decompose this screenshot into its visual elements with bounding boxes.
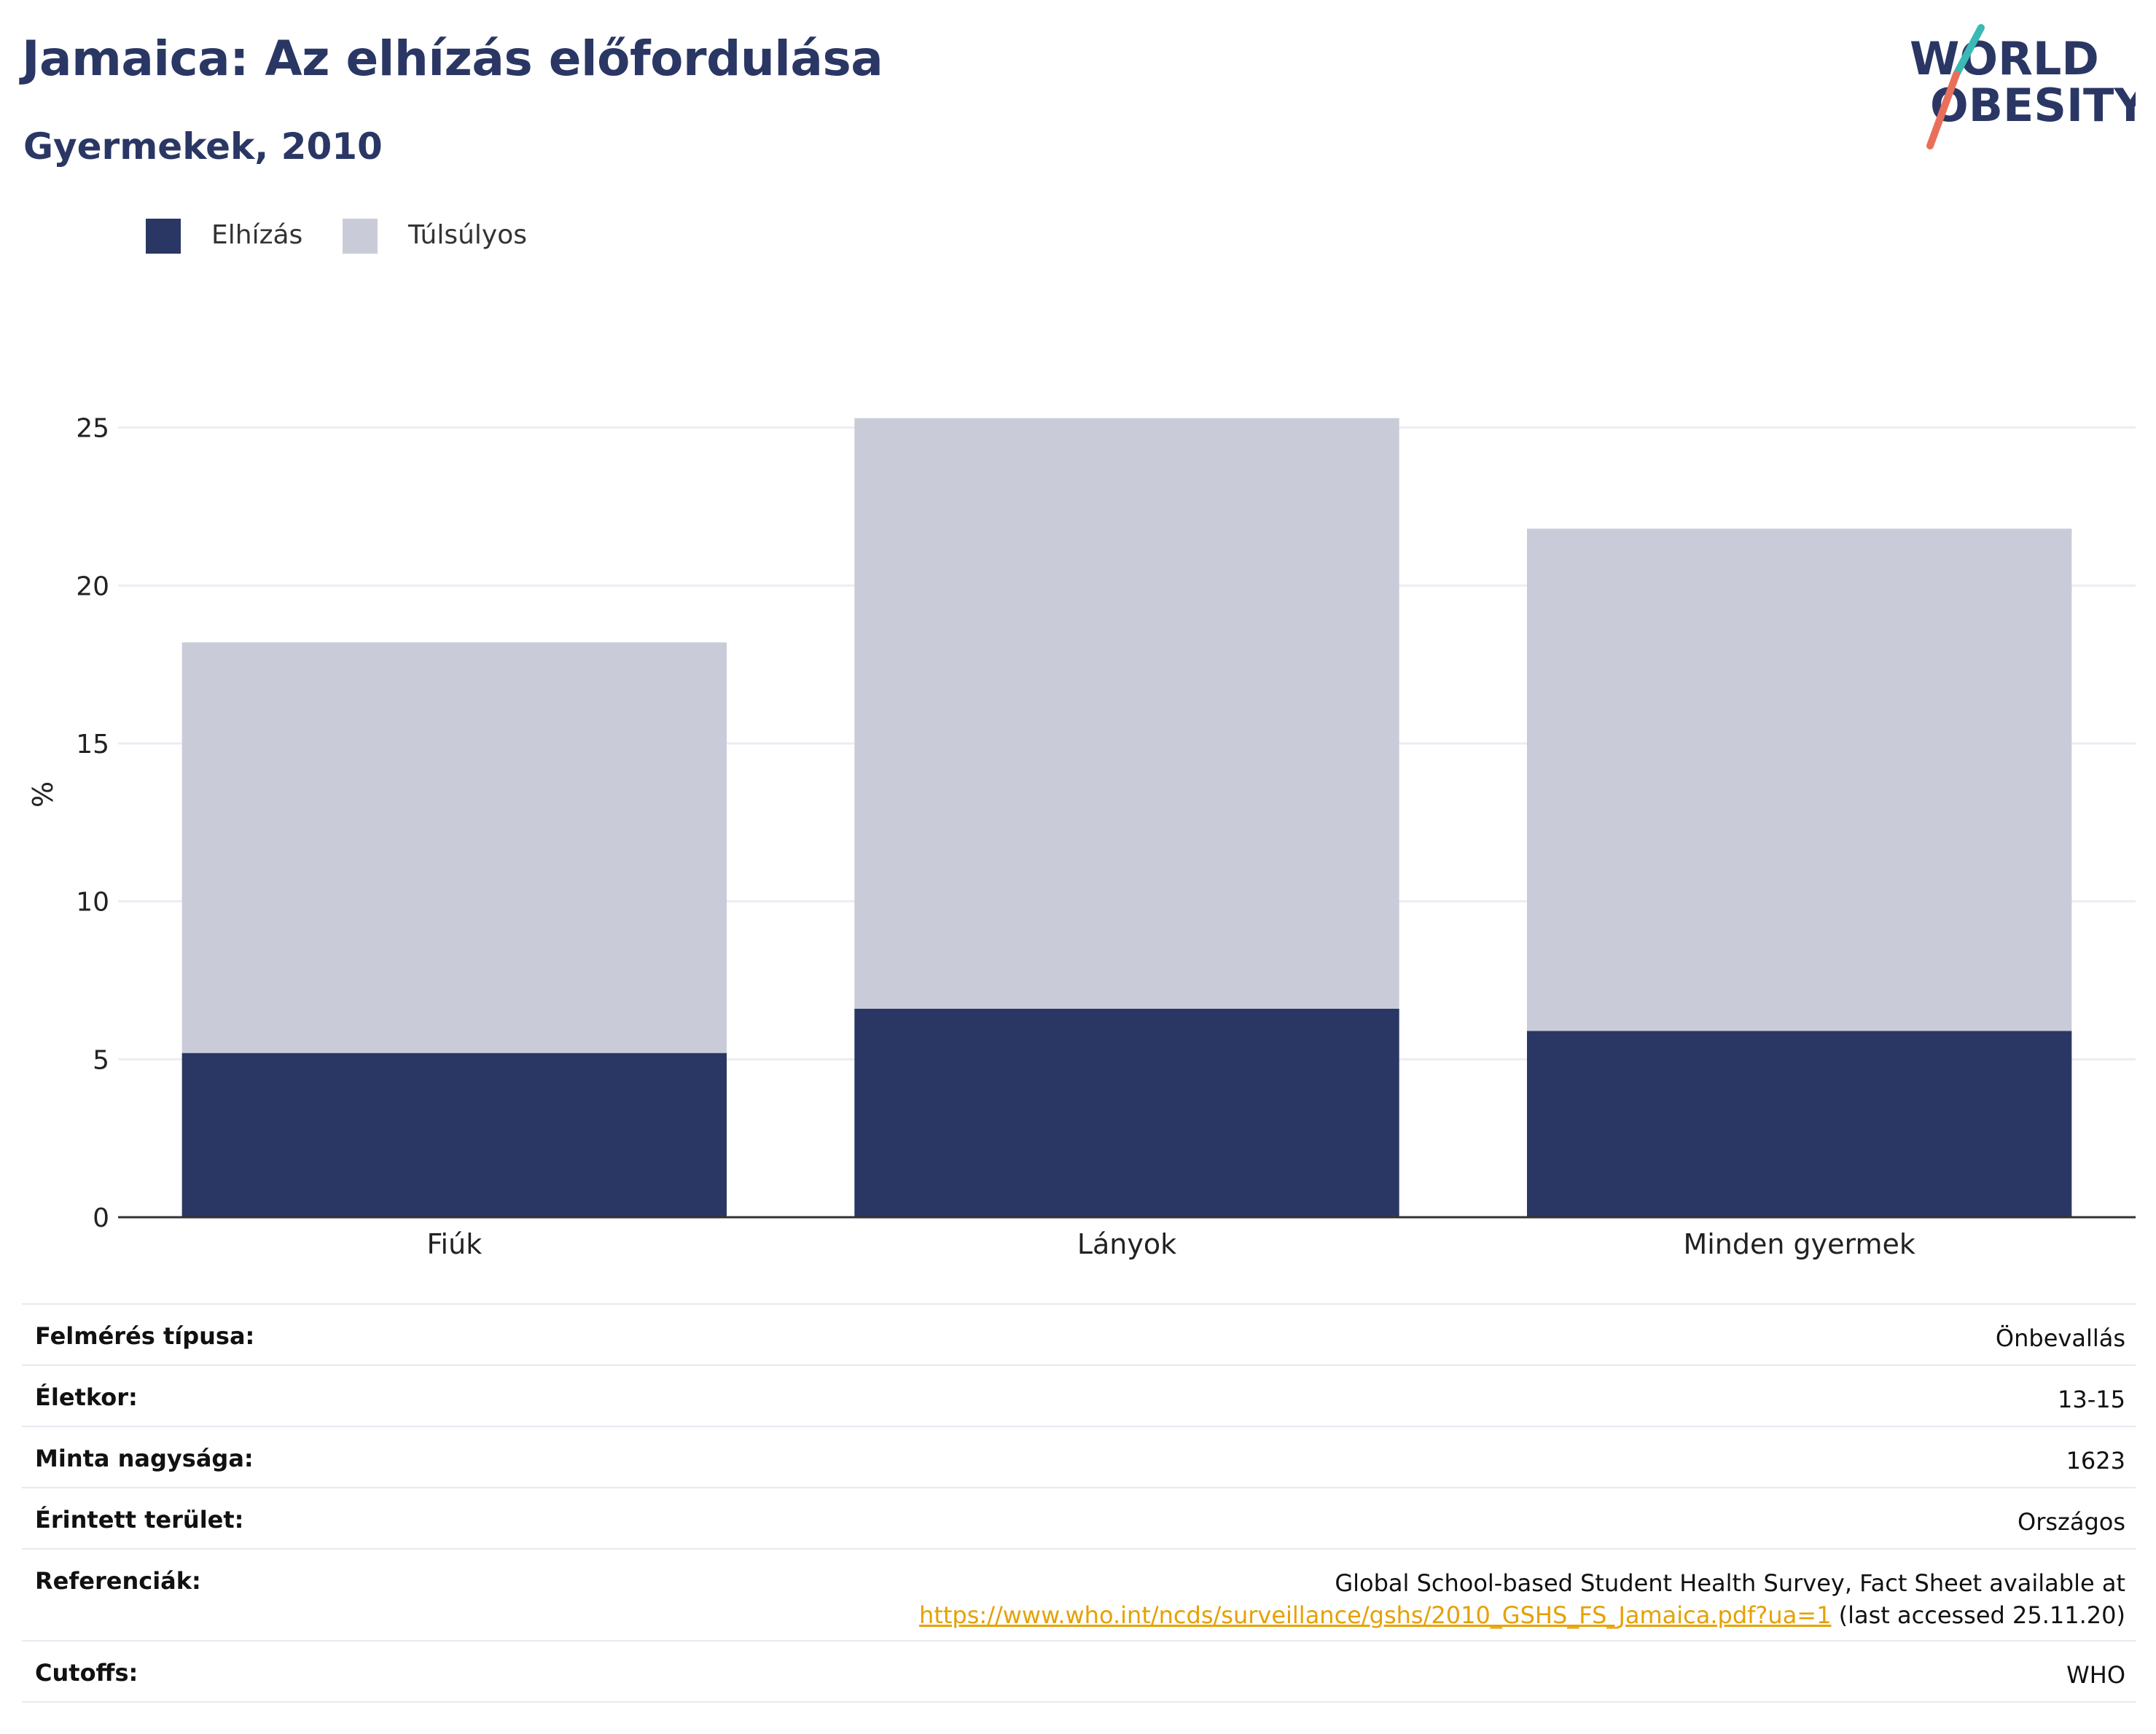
info-row-references: Referenciák: Global School-based Student… [22,1548,2136,1640]
reference-suffix: (last accessed 25.11.20) [1831,1601,2125,1629]
info-value: Országos [2018,1508,2125,1536]
reference-link[interactable]: https://www.who.int/ncds/surveillance/gs… [919,1601,1832,1629]
info-row-survey-type: Felmérés típusa: Önbevallás [22,1303,2136,1364]
info-label: Referenciák: [35,1567,201,1595]
bar-obesity[interactable] [1526,1031,2072,1217]
info-label: Minta nagysága: [35,1445,254,1472]
x-tick-label: Fiúk [426,1228,482,1260]
info-label: Életkor: [35,1383,138,1411]
legend-item-obesity[interactable]: Elhízás [146,216,321,257]
x-tick-labels: Fiúk Lányok Minden gyermek [426,1228,1915,1260]
bar-overweight[interactable] [1526,528,2072,1031]
y-tick-label: 25 [76,414,109,444]
world-obesity-logo: WORLD OBESITY [1910,24,2136,149]
logo-line1: WORLD [1910,32,2099,85]
info-label: Cutoffs: [35,1659,138,1687]
info-value: 1623 [2066,1447,2125,1475]
bar-overweight[interactable] [181,642,727,1053]
legend-swatch-obesity [146,219,181,254]
info-label: Felmérés típusa: [35,1322,255,1350]
x-tick-label: Lányok [1077,1228,1176,1260]
survey-info-table: Felmérés típusa: Önbevallás Életkor: 13-… [22,1303,2136,1703]
y-tick-label: 0 [93,1203,109,1233]
y-tick-label: 20 [76,571,109,601]
legend-label-obesity: Elhízás [211,220,303,250]
bar-overweight[interactable] [854,418,1399,1009]
chart-title: Jamaica: Az elhízás előfordulása [22,31,883,87]
chart-subtitle: Gyermekek, 2010 [23,125,383,168]
y-axis-label: % [27,781,59,808]
y-tick-label: 15 [76,730,109,759]
info-row-sample-size: Minta nagysága: 1623 [22,1426,2136,1487]
bars [181,418,2072,1217]
y-tick-labels: 0 5 10 15 20 25 [76,414,109,1233]
bar-obesity[interactable] [854,1009,1399,1217]
y-tick-label: 10 [76,888,109,918]
bar-obesity[interactable] [181,1052,727,1217]
y-tick-label: 5 [93,1045,109,1075]
info-value: Önbevallás [1995,1324,2125,1352]
legend-swatch-overweight [343,219,378,254]
info-label: Érintett terület: [35,1506,244,1534]
legend-label-overweight: Túlsúlyos [408,220,528,250]
info-value: 13-15 [2058,1386,2125,1413]
info-value-references: Global School-based Student Health Surve… [919,1567,2125,1631]
info-row-area: Érintett terület: Országos [22,1487,2136,1548]
reference-text: Global School-based Student Health Surve… [1335,1569,2125,1597]
stacked-bar-chart: 0 5 10 15 20 25 Fiúk Lányok Minden gyermek % [27,414,2136,1260]
reference-line2: https://www.who.int/ncds/surveillance/gs… [919,1599,2125,1631]
info-row-cutoffs: Cutoffs: WHO [22,1640,2136,1703]
legend-item-overweight[interactable]: Túlsúlyos [343,216,532,257]
logo-line2: OBESITY [1930,79,2136,132]
info-value: WHO [2066,1661,2125,1689]
info-row-age: Életkor: 13-15 [22,1364,2136,1426]
x-tick-label: Minden gyermek [1683,1228,1915,1260]
